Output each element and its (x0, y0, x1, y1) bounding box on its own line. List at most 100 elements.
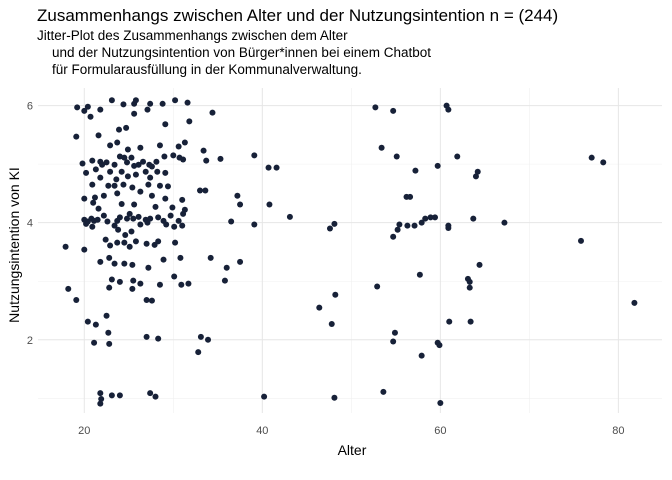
x-tick-label: 80 (612, 425, 624, 437)
point (390, 107, 397, 114)
point (631, 299, 638, 306)
point (137, 144, 144, 151)
point (108, 97, 115, 104)
point (121, 239, 128, 246)
point (100, 192, 107, 199)
point (175, 143, 182, 150)
y-tick-label: 4 (27, 218, 33, 230)
point (91, 339, 98, 346)
point (100, 212, 107, 219)
point (197, 333, 204, 340)
point (418, 219, 425, 226)
point (390, 338, 397, 345)
point (266, 201, 273, 208)
point (73, 296, 80, 303)
point (132, 238, 139, 245)
point (147, 390, 154, 397)
point (390, 233, 397, 240)
point (124, 146, 131, 153)
point (106, 284, 113, 291)
point (132, 171, 139, 178)
point (237, 258, 244, 265)
point (106, 254, 113, 261)
point (97, 174, 104, 181)
point (412, 167, 419, 174)
point (91, 194, 98, 201)
point (181, 139, 188, 146)
point (137, 221, 144, 228)
point (446, 318, 453, 325)
point (185, 280, 192, 287)
point (436, 342, 443, 349)
point (105, 329, 112, 336)
chart-subtitle: für Formularausfüllung in der Kommunalve… (37, 62, 362, 77)
point (223, 264, 230, 271)
point (95, 132, 102, 139)
x-tick-label: 40 (256, 425, 268, 437)
point (501, 219, 508, 226)
point (159, 100, 166, 107)
point (130, 215, 137, 222)
point (116, 126, 123, 133)
point (472, 173, 479, 180)
point (124, 215, 131, 222)
point (328, 320, 335, 327)
point (116, 278, 123, 285)
x-axis-label: Alter (338, 442, 367, 458)
point (94, 216, 101, 223)
point (217, 155, 224, 162)
point (90, 199, 97, 206)
point (265, 164, 272, 171)
point (172, 239, 179, 246)
point (103, 312, 110, 319)
point (161, 153, 168, 160)
point (180, 156, 187, 163)
point (147, 215, 154, 222)
point (97, 390, 104, 397)
point (404, 222, 411, 229)
point (113, 176, 120, 183)
point (142, 168, 149, 175)
point (326, 225, 333, 232)
point (155, 335, 162, 342)
point (422, 215, 429, 222)
point (372, 104, 379, 111)
point (466, 284, 473, 291)
point (154, 168, 161, 175)
point (156, 281, 163, 288)
point (470, 215, 477, 222)
point (203, 157, 210, 164)
point (407, 193, 414, 200)
point (84, 318, 91, 325)
point (202, 187, 209, 194)
point (164, 183, 171, 190)
point (147, 174, 154, 181)
point (184, 99, 191, 106)
point (474, 168, 481, 175)
point (434, 162, 441, 169)
point (129, 285, 136, 292)
point (115, 226, 122, 233)
point (102, 236, 109, 243)
point (104, 218, 111, 225)
point (128, 154, 135, 161)
point (200, 147, 207, 154)
point (111, 222, 118, 229)
point (374, 283, 381, 290)
point (81, 107, 88, 114)
point (145, 181, 152, 188)
point (95, 205, 102, 212)
point (98, 395, 105, 402)
point (418, 352, 425, 359)
point (131, 201, 138, 208)
point (454, 153, 461, 160)
point (396, 221, 403, 228)
point (108, 392, 115, 399)
point (155, 214, 162, 221)
point (156, 182, 163, 189)
point (467, 318, 474, 325)
point (122, 231, 129, 238)
x-tick-label: 20 (78, 425, 90, 437)
point (116, 392, 123, 399)
point (445, 106, 452, 113)
